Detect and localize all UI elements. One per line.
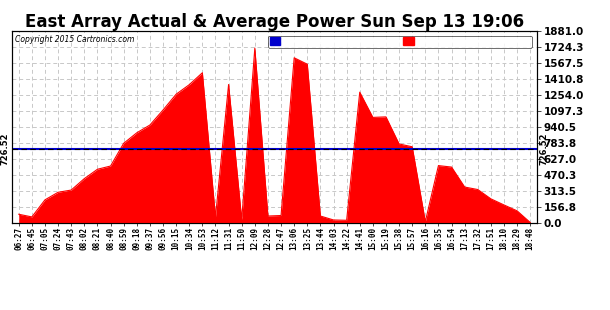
Text: Copyright 2015 Cartronics.com: Copyright 2015 Cartronics.com: [15, 35, 134, 44]
Title: East Array Actual & Average Power Sun Sep 13 19:06: East Array Actual & Average Power Sun Se…: [25, 13, 524, 31]
Text: 726.52: 726.52: [1, 133, 10, 165]
Legend: Average  (DC Watts), East Array  (DC Watts): Average (DC Watts), East Array (DC Watts…: [268, 36, 533, 48]
Text: 726.52: 726.52: [539, 133, 548, 165]
